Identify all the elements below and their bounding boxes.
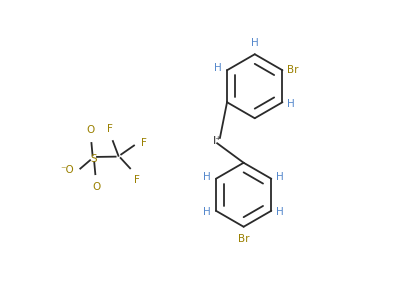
Text: Br: Br bbox=[288, 65, 299, 75]
Text: O: O bbox=[92, 182, 100, 192]
Text: H: H bbox=[203, 171, 211, 182]
Text: I⁺: I⁺ bbox=[213, 135, 222, 146]
Text: F: F bbox=[134, 175, 140, 185]
Text: H: H bbox=[251, 38, 259, 48]
Text: O: O bbox=[87, 126, 95, 135]
Text: ⁻O: ⁻O bbox=[60, 165, 74, 175]
Text: H: H bbox=[288, 99, 295, 109]
Text: F: F bbox=[107, 124, 113, 133]
Text: H: H bbox=[214, 63, 222, 73]
Text: H: H bbox=[276, 207, 284, 217]
Text: H: H bbox=[203, 207, 211, 217]
Text: H: H bbox=[276, 172, 284, 182]
Text: S: S bbox=[90, 154, 97, 164]
Text: F: F bbox=[141, 138, 146, 148]
Text: Br: Br bbox=[238, 234, 249, 244]
